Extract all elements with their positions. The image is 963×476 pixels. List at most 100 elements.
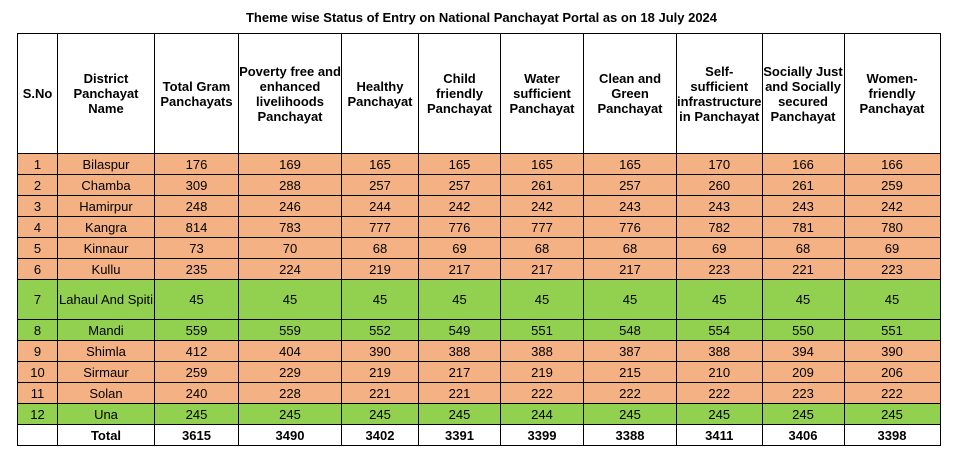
value-cell: 245: [154, 403, 239, 425]
value-cell: 548: [583, 319, 677, 341]
total-value-cell: 3388: [583, 424, 677, 446]
district-name-cell: Sirmaur: [57, 361, 155, 383]
column-header: Women-friendly Panchayat: [843, 33, 941, 154]
value-cell: 776: [418, 216, 501, 238]
status-table: S.No District Panchayat Name Total Gram Pa…: [17, 33, 941, 446]
value-cell: 223: [676, 258, 763, 280]
table-row: 12 Una 245 245 245 245 244 245 245 245 245: [17, 403, 941, 425]
value-cell: 219: [500, 361, 584, 383]
total-value-cell: 3398: [843, 424, 941, 446]
value-cell: 45: [500, 279, 584, 320]
value-cell: 242: [843, 195, 941, 217]
value-cell: 243: [583, 195, 677, 217]
total-value-cell: 3391: [418, 424, 501, 446]
value-cell: 776: [583, 216, 677, 238]
column-header: Clean and Green Panchayat: [583, 33, 677, 154]
value-cell: 45: [341, 279, 419, 320]
district-name-cell: Lahaul And Spiti: [57, 279, 155, 320]
value-cell: 222: [583, 382, 677, 404]
value-cell: 209: [761, 361, 845, 383]
value-cell: 777: [341, 216, 419, 238]
value-cell: 69: [418, 237, 501, 259]
value-cell: 245: [843, 403, 941, 425]
column-header: Healthy Panchayat: [341, 33, 419, 154]
district-name-cell: Kangra: [57, 216, 155, 238]
value-cell: 219: [341, 361, 419, 383]
table-row: 11 Solan 240 228 221 221 222 222 222 223 222: [17, 382, 941, 404]
value-cell: 412: [154, 340, 239, 362]
value-cell: 244: [341, 195, 419, 217]
value-cell: 165: [583, 153, 677, 175]
value-cell: 243: [761, 195, 845, 217]
value-cell: 169: [238, 153, 342, 175]
value-cell: 309: [154, 174, 239, 196]
total-value-cell: 3399: [500, 424, 584, 446]
serial-number-cell: 2: [17, 174, 58, 196]
table-body: 1 Bilaspur 176 169 165 165 165 165 170 166 166 2 Cha…: [17, 153, 941, 425]
serial-number-cell: 6: [17, 258, 58, 280]
value-cell: 69: [676, 237, 763, 259]
total-value-cell: 3411: [676, 424, 763, 446]
district-name-cell: Kullu: [57, 258, 155, 280]
value-cell: 388: [676, 340, 763, 362]
value-cell: 781: [761, 216, 845, 238]
district-name-cell: Chamba: [57, 174, 155, 196]
total-value-cell: 3402: [341, 424, 419, 446]
value-cell: 404: [238, 340, 342, 362]
table-row: 10 Sirmaur 259 229 219 217 219 215 210 209 206: [17, 361, 941, 383]
serial-number-cell: 8: [17, 319, 58, 341]
value-cell: 261: [500, 174, 584, 196]
value-cell: 221: [341, 382, 419, 404]
serial-number-cell: 7: [17, 279, 58, 320]
value-cell: 551: [500, 319, 584, 341]
value-cell: 245: [341, 403, 419, 425]
value-cell: 73: [154, 237, 239, 259]
district-name-cell: Hamirpur: [57, 195, 155, 217]
total-value-cell: 3406: [761, 424, 845, 446]
value-cell: 260: [676, 174, 763, 196]
table-row: 6 Kullu 235 224 219 217 217 217 223 221 223: [17, 258, 941, 280]
value-cell: 223: [843, 258, 941, 280]
value-cell: 259: [154, 361, 239, 383]
value-cell: 229: [238, 361, 342, 383]
serial-number-cell: 4: [17, 216, 58, 238]
district-name-cell: Bilaspur: [57, 153, 155, 175]
total-row: Total 3615 3490 3402 3391 3399 3388 3411 3406 339…: [17, 424, 941, 446]
value-cell: 68: [500, 237, 584, 259]
value-cell: 166: [761, 153, 845, 175]
table-row: 1 Bilaspur 176 169 165 165 165 165 170 166 166: [17, 153, 941, 175]
value-cell: 387: [583, 340, 677, 362]
column-header: Total Gram Panchayats: [154, 33, 239, 154]
serial-number-cell: 3: [17, 195, 58, 217]
total-value-cell: 3615: [154, 424, 239, 446]
district-name-cell: Shimla: [57, 340, 155, 362]
table-row: 5 Kinnaur 73 70 68 69 68 68 69 68 69: [17, 237, 941, 259]
value-cell: 248: [154, 195, 239, 217]
value-cell: 242: [500, 195, 584, 217]
district-name-cell: Una: [57, 403, 155, 425]
value-cell: 45: [843, 279, 941, 320]
value-cell: 783: [238, 216, 342, 238]
value-cell: 45: [676, 279, 763, 320]
district-name-cell: Mandi: [57, 319, 155, 341]
value-cell: 45: [583, 279, 677, 320]
value-cell: 222: [500, 382, 584, 404]
value-cell: 246: [238, 195, 342, 217]
value-cell: 245: [238, 403, 342, 425]
value-cell: 777: [500, 216, 584, 238]
value-cell: 257: [583, 174, 677, 196]
serial-number-cell: 9: [17, 340, 58, 362]
serial-number-cell: 11: [17, 382, 58, 404]
value-cell: 245: [583, 403, 677, 425]
column-header: Socially Just and Socially secured Panch…: [761, 33, 845, 154]
value-cell: 390: [843, 340, 941, 362]
value-cell: 165: [418, 153, 501, 175]
value-cell: 549: [418, 319, 501, 341]
table-row: 7 Lahaul And Spiti 45 45 45 45 45 45 45 45 45: [17, 279, 941, 320]
value-cell: 217: [500, 258, 584, 280]
column-header: Self-sufficient infrastructure in Pancha…: [676, 33, 763, 154]
value-cell: 224: [238, 258, 342, 280]
column-header: S.No: [17, 33, 58, 154]
total-serial-cell: [17, 424, 58, 446]
serial-number-cell: 12: [17, 403, 58, 425]
